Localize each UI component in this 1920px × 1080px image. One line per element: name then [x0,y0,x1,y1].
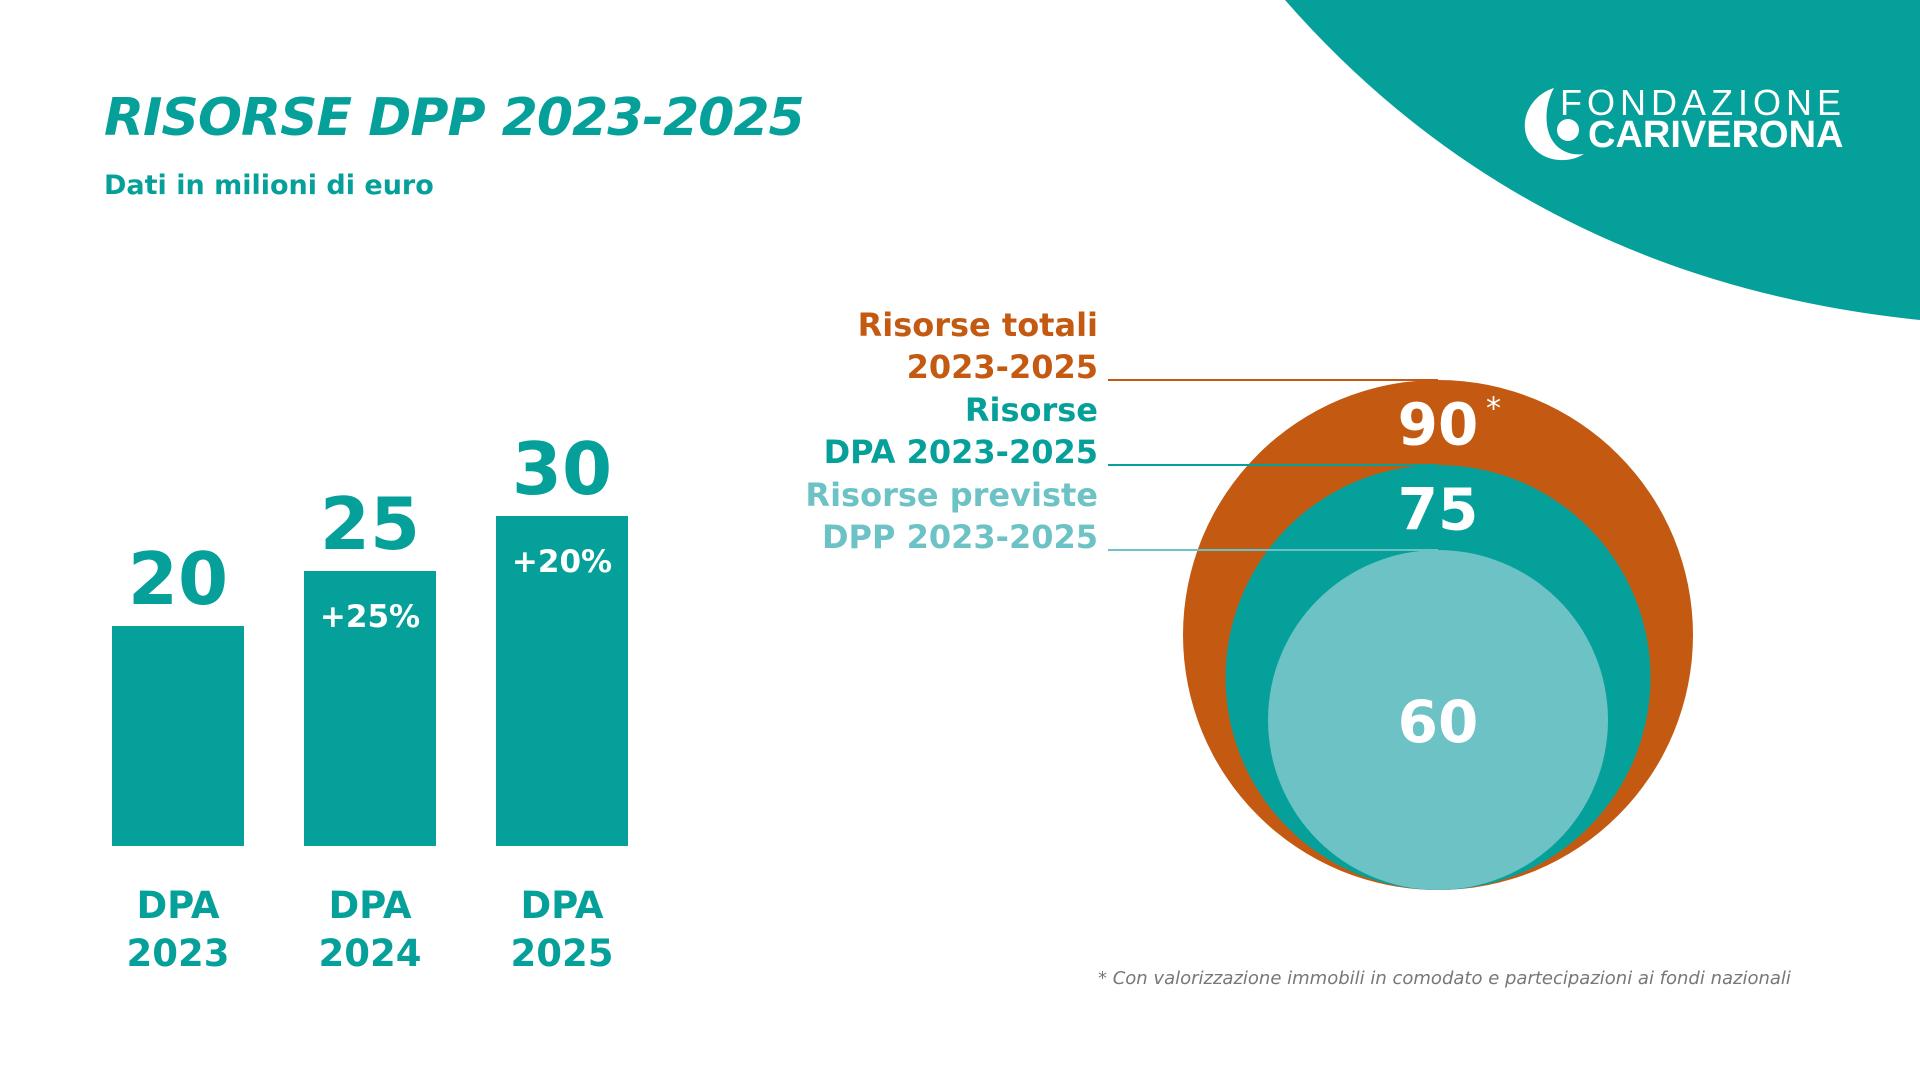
bar-growth-label: +25% [320,599,420,635]
bar-2 [304,571,436,846]
bar-3 [496,516,628,846]
category-tick-label: DPA [136,884,219,927]
bar-value-label: 25 [320,482,420,566]
circle-legend-label: Risorse totali 2023-2025 [858,304,1098,388]
circle-legend-label-line: 2023-2025 [906,348,1098,386]
corner-teal-shape [1285,0,1920,320]
circle-legend-label-line: Risorse [964,391,1098,429]
category-tick-label: DPA [520,884,603,927]
category-tick-label: 2025 [511,932,614,975]
circle-legend-label: Risorse DPA 2023-2025 [824,389,1098,473]
circle-legend-label: Risorse previste DPP 2023-2025 [805,474,1098,558]
circle-legend-label-line: Risorse previste [805,476,1098,514]
category-tick-label: 2024 [319,932,422,975]
category-tick-label: 2023 [127,932,230,975]
bar-value-label: 30 [512,427,612,511]
page-title: RISORSE DPP 2023-2025 [104,88,805,148]
footnote: * Con valorizzazione immobili in comodat… [1098,968,1791,989]
fondazione-logo: FONDAZIONE CARIVERONA [1520,82,1860,164]
circle-value-label: 90 [1398,391,1479,459]
circle-legend-label-line: DPP 2023-2025 [821,518,1098,556]
bar-chart: 20 DPA 2023 25 +25% DPA 2024 30 +20% DPA 2025 [112,427,628,975]
circle-value-marker: * [1486,392,1501,427]
logo-text-cariverona: CARIVERONA [1588,114,1844,156]
page-subtitle: Dati in milioni di euro [104,170,434,201]
bar-growth-label: +20% [512,544,612,580]
circle-3 [1268,550,1608,890]
category-tick-label: DPA [328,884,411,927]
circle-legend-label-line: Risorse totali [857,306,1098,344]
bar-1 [112,626,244,846]
bar-value-label: 20 [128,537,228,621]
logo-mark-icon [1524,88,1584,161]
circle-value-label: 60 [1398,688,1479,756]
circle-legend-label-line: DPA 2023-2025 [823,433,1098,471]
logo-text-fondazione: FONDAZIONE [1560,82,1847,123]
circle-value-label: 75 [1398,476,1479,544]
nested-circle-chart: 90 * 75 60 [1108,379,1693,890]
